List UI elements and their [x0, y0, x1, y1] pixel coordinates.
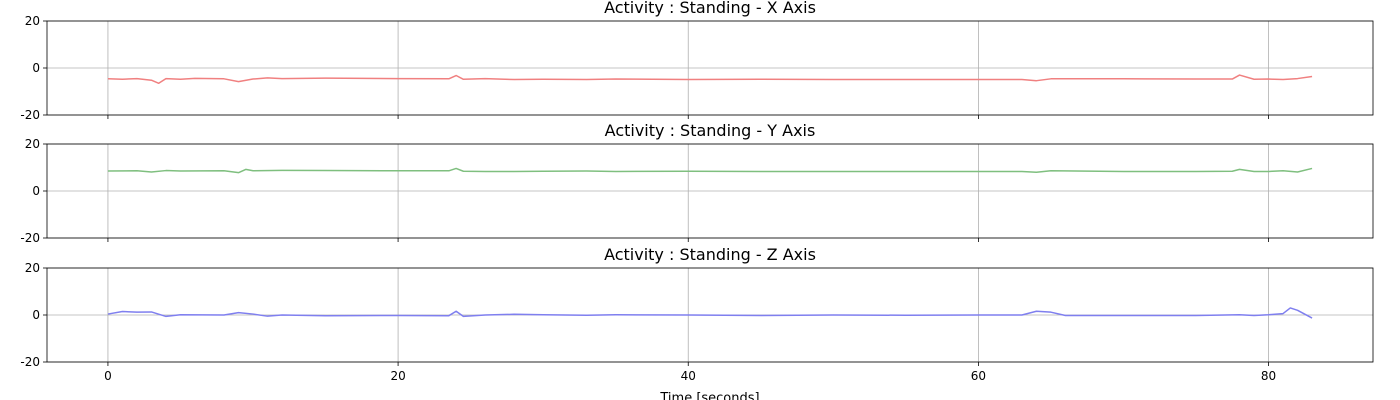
- subplot-title: Activity : Standing - Z Axis: [604, 245, 816, 264]
- subplot-2: 20 0 -20 Activity : Standing - Y Axis: [20, 121, 1374, 245]
- y-tick-label: 20: [25, 137, 40, 151]
- x-tick-label: 80: [1261, 369, 1276, 383]
- subplot-title: Activity : Standing - X Axis: [604, 0, 816, 17]
- x-tick-label: 60: [971, 369, 986, 383]
- y-tick-label: 0: [32, 308, 40, 322]
- subplot-1: 20 0 -20 Activity : Standing - X Axis: [20, 0, 1374, 122]
- y-tick-label: 0: [32, 184, 40, 198]
- series-line: [107, 307, 1313, 319]
- y-tick-label: -20: [20, 108, 40, 122]
- subplot-title: Activity : Standing - Y Axis: [605, 121, 816, 140]
- x-tick-label: 0: [104, 369, 112, 383]
- x-axis-label: Time [seconds]: [659, 391, 759, 400]
- y-tick-label: 20: [25, 261, 40, 275]
- y-tick-label: -20: [20, 231, 40, 245]
- series-line: [107, 74, 1313, 85]
- series-line: [107, 167, 1313, 174]
- y-tick-label: -20: [20, 355, 40, 369]
- x-tick-label: 20: [390, 369, 405, 383]
- y-tick-label: 20: [25, 14, 40, 28]
- subplot-3: 20 0 -20 0 20 40 60 80 Activity : Standing - Z A…: [20, 245, 1374, 383]
- y-tick-label: 0: [32, 61, 40, 75]
- x-tick-label: 40: [681, 369, 696, 383]
